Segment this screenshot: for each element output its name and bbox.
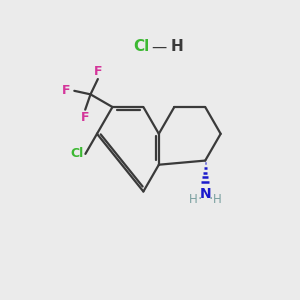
Text: ·: ·	[197, 192, 202, 206]
Text: ·: ·	[209, 192, 213, 206]
Text: Cl: Cl	[134, 39, 150, 54]
Text: —: —	[152, 39, 167, 54]
Text: F: F	[81, 111, 89, 124]
Text: N: N	[200, 187, 211, 201]
Text: F: F	[62, 84, 71, 97]
Text: Cl: Cl	[71, 147, 84, 161]
Text: H: H	[213, 193, 222, 206]
Text: H: H	[188, 193, 197, 206]
Text: F: F	[94, 64, 102, 78]
Text: H: H	[171, 39, 183, 54]
